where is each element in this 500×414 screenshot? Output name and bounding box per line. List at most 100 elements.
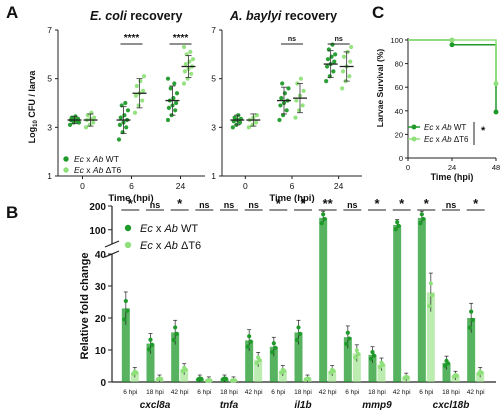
data-point xyxy=(340,69,346,74)
timepoint-label: 6 hpi xyxy=(271,389,285,396)
data-point xyxy=(118,115,123,120)
data-point xyxy=(296,325,301,330)
bar-wt xyxy=(467,318,476,382)
survival-line xyxy=(408,39,497,112)
significance-label: * xyxy=(473,196,479,211)
legend-label-wt: Ec x Ab WT xyxy=(74,154,119,164)
data-point xyxy=(393,227,398,232)
bar-wt xyxy=(269,346,278,382)
x-tick-label: 0 xyxy=(80,181,85,191)
data-point xyxy=(297,108,302,113)
data-point xyxy=(332,59,337,64)
bar-wt xyxy=(343,337,352,382)
y-tick-label: 1 xyxy=(47,171,52,181)
timepoint-label: 42 hpi xyxy=(245,389,263,396)
data-point xyxy=(418,221,423,226)
data-point xyxy=(76,120,82,125)
survival-point xyxy=(449,42,455,48)
chart-b-legend: Ec x Ab WT Ec x Ab ΔT6 xyxy=(124,223,201,252)
significance-label: * xyxy=(399,196,405,211)
panel-letter-a: A xyxy=(6,3,18,22)
significance-label: ns xyxy=(224,200,235,210)
y-tick-label: 10 xyxy=(95,346,107,357)
data-point xyxy=(294,337,300,342)
data-point xyxy=(442,363,448,368)
data-point xyxy=(278,103,283,108)
data-point xyxy=(168,86,173,91)
bar-t6 xyxy=(377,364,386,382)
gene-label: tnfa xyxy=(220,400,239,411)
bar-wt xyxy=(319,217,328,382)
data-point xyxy=(134,370,139,375)
bar-wt xyxy=(393,225,402,382)
data-point xyxy=(132,110,138,115)
bar-t6 xyxy=(180,369,189,382)
significance-label: * xyxy=(300,196,306,211)
data-point xyxy=(354,348,359,353)
chart-b-axis-break xyxy=(104,240,120,248)
legend-marker-t6 xyxy=(63,167,69,173)
significance-label: ns xyxy=(288,36,296,43)
data-point xyxy=(122,317,127,322)
significance-label: **** xyxy=(124,33,140,44)
bar-wt xyxy=(245,340,254,382)
data-point xyxy=(174,100,179,106)
data-point xyxy=(270,349,275,355)
data-point xyxy=(173,325,178,330)
chart-b-ylabel: Relative fold change xyxy=(79,253,91,360)
data-point xyxy=(189,71,194,76)
data-point xyxy=(125,108,131,113)
data-point xyxy=(125,308,130,313)
data-point xyxy=(300,103,305,108)
y-tick-label: 7 xyxy=(211,25,216,35)
data-point xyxy=(183,61,188,67)
chart-c-xlabel: Time (hpi) xyxy=(431,172,474,182)
timepoint-label: 18 hpi xyxy=(442,389,460,396)
data-point xyxy=(146,347,152,352)
timepoint-label: 42 hpi xyxy=(171,389,189,396)
data-point xyxy=(321,212,326,217)
data-point xyxy=(208,378,213,383)
data-point xyxy=(298,76,303,81)
y-tick-label: 30 xyxy=(95,282,107,293)
data-point xyxy=(173,108,178,113)
data-point xyxy=(187,59,192,64)
chart-a-ecoli-recovery: E. coli recovery Log10 CFU / larva 1357 … xyxy=(27,9,205,204)
data-point xyxy=(331,369,336,374)
data-point xyxy=(344,341,349,347)
legend-marker-t6 xyxy=(124,241,132,249)
data-point xyxy=(469,309,474,314)
timepoint-label: 6 hpi xyxy=(345,389,359,396)
data-point xyxy=(377,364,383,370)
data-point xyxy=(166,105,171,110)
chart-c-significance: * xyxy=(481,125,486,137)
y-tick-label: 100 xyxy=(89,226,106,237)
legend-marker-wt xyxy=(411,124,417,130)
chart-a2-x-ticks: 0 6 24 xyxy=(243,176,344,191)
survival-point xyxy=(493,109,499,115)
timepoint-label: 42 hpi xyxy=(467,389,485,396)
significance-label: * xyxy=(128,196,134,211)
survival-point xyxy=(493,81,499,87)
y-tick-label: 5 xyxy=(211,74,216,84)
gene-label: cxcl18b xyxy=(433,400,470,411)
chart-a1-legend: Ec x Ab WT Ec x Ab ΔT6 xyxy=(63,154,122,175)
data-point xyxy=(345,330,350,335)
data-point xyxy=(245,344,250,349)
data-point xyxy=(370,349,375,355)
survival-line xyxy=(408,39,497,84)
data-point xyxy=(232,378,238,383)
bar-t6 xyxy=(352,353,361,382)
chart-a1-significance: **** **** xyxy=(120,33,192,45)
timepoint-label: 18 hpi xyxy=(368,389,386,396)
y-tick-label: 7 xyxy=(47,25,52,35)
data-point xyxy=(445,361,451,366)
data-point xyxy=(277,117,282,123)
data-point xyxy=(158,376,164,381)
data-point xyxy=(223,376,229,381)
data-point xyxy=(428,281,433,286)
legend-marker-wt xyxy=(124,224,132,232)
data-point xyxy=(123,298,128,304)
chart-b-bars xyxy=(121,210,485,383)
